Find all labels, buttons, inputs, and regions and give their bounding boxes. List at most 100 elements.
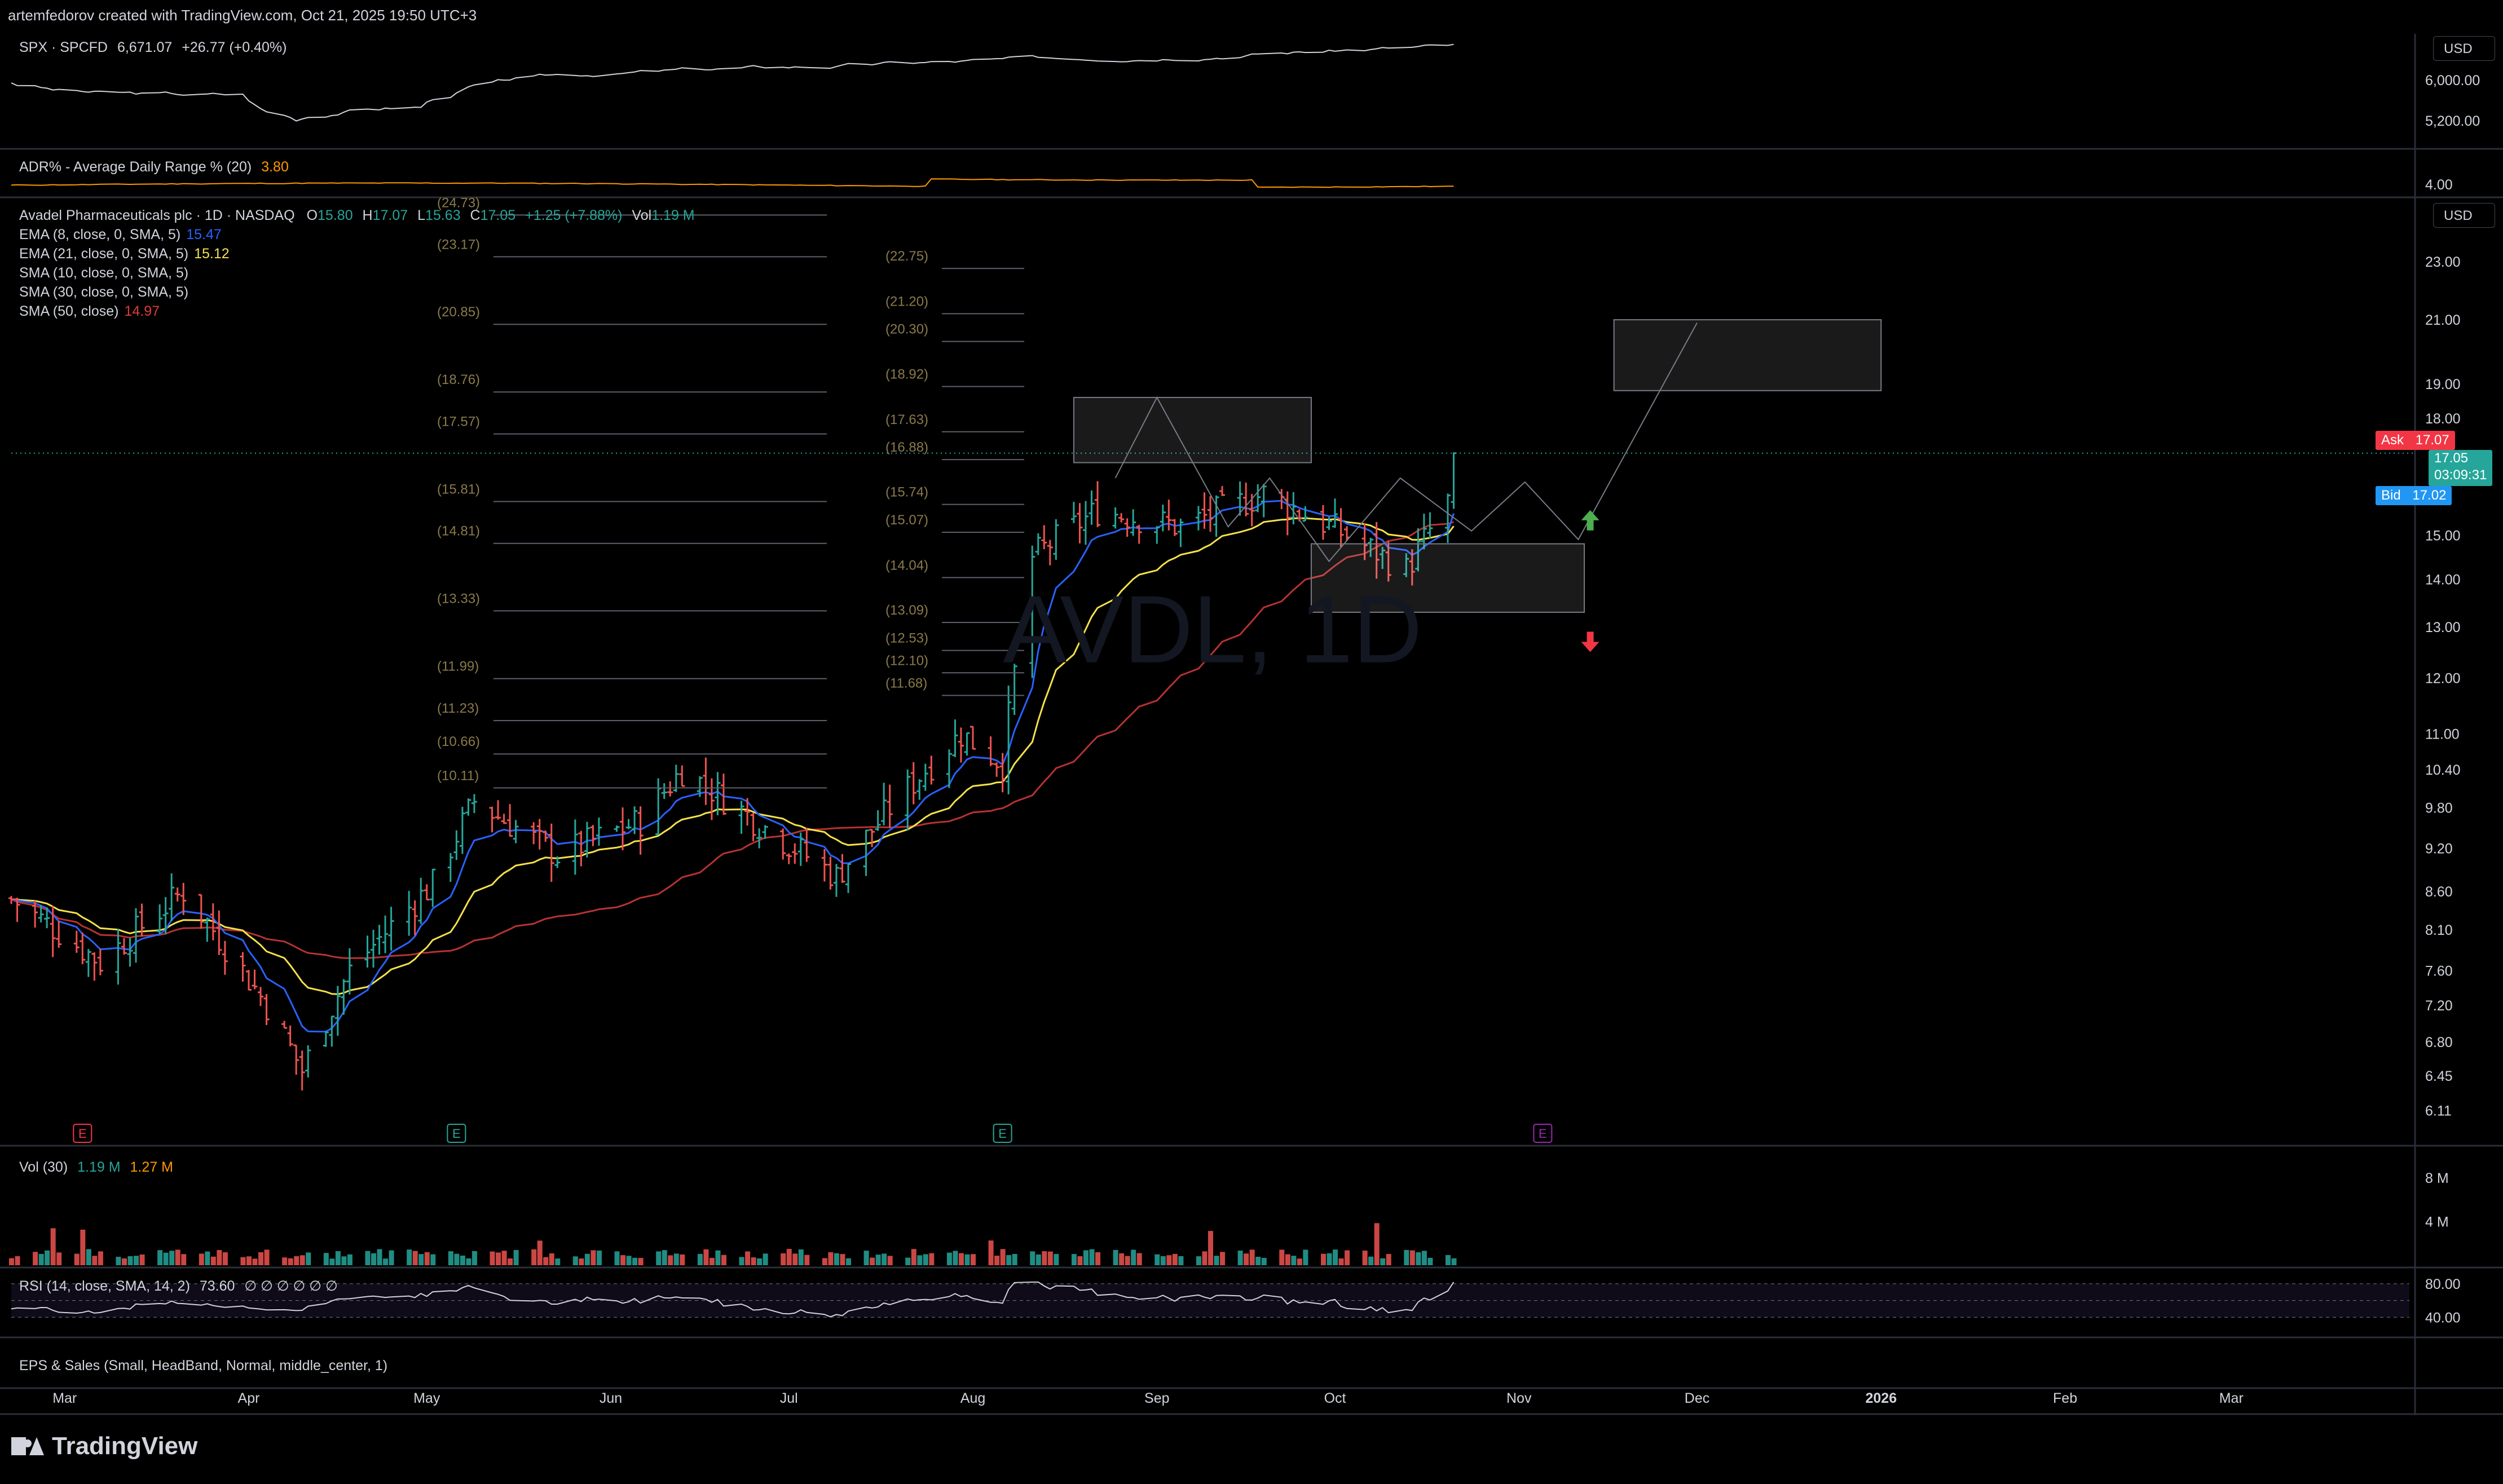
volume-bar: [407, 1249, 412, 1265]
volume-bar: [1113, 1249, 1118, 1265]
volume-bar: [549, 1253, 554, 1265]
volume-bar: [1404, 1249, 1409, 1265]
volume-bar: [798, 1249, 804, 1265]
price-bar: [1171, 519, 1178, 536]
indicator-row[interactable]: EMA (21, close, 0, SMA, 5) 15.12: [19, 246, 230, 262]
price-bar: [364, 935, 371, 968]
price-bar: [964, 732, 970, 756]
price-bar: [1320, 505, 1326, 540]
volume-bar: [1338, 1258, 1344, 1265]
ohlc-vol: 1.19 M: [651, 207, 695, 223]
ask-label: Ask: [2381, 432, 2404, 448]
volume-bar: [911, 1249, 916, 1265]
ohlc-high-label: H: [362, 207, 373, 223]
bid-price-tag: Bid 17.02: [2376, 486, 2452, 505]
price-bar: [465, 798, 471, 816]
fib-level-label: (21.20): [885, 294, 928, 309]
price-bar: [1035, 533, 1041, 555]
fib-level-label: (24.73): [437, 195, 480, 210]
volume-bar: [222, 1252, 228, 1265]
volume-bar: [845, 1258, 851, 1265]
price-bar: [833, 864, 839, 897]
volume-bar: [1427, 1257, 1433, 1265]
volume-bar: [1416, 1252, 1421, 1265]
volume-bar: [697, 1253, 703, 1265]
volume-bar: [1077, 1256, 1083, 1265]
price-bar: [252, 969, 258, 990]
main-currency-button[interactable]: USD: [2433, 203, 2495, 228]
ema-8-line: [11, 500, 1455, 1033]
volume-bar: [1279, 1249, 1285, 1265]
volume-bar: [882, 1253, 887, 1265]
adr-legend[interactable]: ADR% - Average Daily Range % (20) 3.80: [19, 159, 289, 175]
main-legend-title[interactable]: Avadel Pharmaceuticals plc · 1D · NASDAQ…: [19, 207, 695, 224]
volume-bar: [1154, 1254, 1160, 1265]
volume-bar: [377, 1249, 382, 1265]
fib-level-label: (17.57): [437, 414, 480, 430]
price-bar: [1070, 502, 1077, 523]
volume-legend[interactable]: Vol (30) 1.19 M 1.27 M: [19, 1159, 173, 1176]
volume-bar: [424, 1252, 430, 1265]
time-axis-label: Nov: [1506, 1390, 1532, 1406]
volume-bar: [92, 1256, 98, 1265]
fib-level-label: (17.63): [885, 412, 928, 427]
price-bar: [536, 819, 543, 850]
volume-bar: [596, 1250, 602, 1265]
price-bar: [305, 1045, 311, 1078]
price-bar: [667, 781, 673, 797]
price-bar: [56, 921, 62, 948]
price-bar: [881, 783, 887, 825]
price-bar: [382, 915, 389, 953]
volume-bar: [175, 1249, 180, 1265]
volume-bar: [905, 1257, 911, 1265]
bar-countdown: 03:09:31: [2434, 467, 2487, 483]
price-bar: [376, 925, 382, 955]
price-bar: [946, 749, 952, 788]
fib-level-label: (10.66): [437, 734, 480, 749]
price-bar: [1124, 518, 1130, 537]
volume-bar: [1000, 1249, 1006, 1265]
volume-bar: [1047, 1251, 1053, 1265]
eps-legend[interactable]: EPS & Sales (Small, HeadBand, Normal, mi…: [19, 1358, 387, 1374]
ohlc-vol-label: Vol: [632, 207, 652, 223]
volume-bar: [323, 1253, 329, 1265]
tradingview-brand[interactable]: TradingView: [11, 1432, 197, 1460]
volume-bar: [1012, 1253, 1017, 1265]
price-bar: [1373, 522, 1380, 579]
price-bar: [157, 904, 163, 934]
volume-bar: [751, 1257, 756, 1265]
price-bar: [756, 828, 763, 849]
price-bar: [715, 772, 721, 815]
rsi-legend[interactable]: RSI (14, close, SMA, 14, 2) 73.60 ∅ ∅ ∅ …: [19, 1278, 338, 1295]
volume-bar: [501, 1251, 507, 1265]
price-bar: [744, 798, 751, 826]
time-axis-label: Feb: [2053, 1390, 2077, 1406]
price-bar: [1118, 513, 1125, 523]
volume-bar: [1095, 1252, 1101, 1265]
price-bar: [596, 817, 602, 846]
spx-legend[interactable]: SPX · SPCFD 6,671.07 +26.77 (+0.40%): [19, 39, 287, 56]
price-bar: [115, 929, 121, 985]
fib-level-label: (11.99): [437, 659, 479, 674]
price-bar: [8, 896, 14, 904]
price-bar: [121, 938, 127, 955]
price-axis-label: 6.80: [2425, 1035, 2453, 1050]
indicator-row[interactable]: SMA (30, close, 0, SMA, 5): [19, 284, 194, 301]
volume-bar: [923, 1254, 928, 1265]
indicator-row[interactable]: EMA (8, close, 0, SMA, 5) 15.47: [19, 227, 222, 243]
indicator-row[interactable]: SMA (10, close, 0, SMA, 5): [19, 265, 194, 281]
spx-currency-button[interactable]: USD: [2433, 36, 2495, 61]
indicator-row[interactable]: SMA (50, close) 14.97: [19, 303, 160, 320]
adr-axis-label: 4.00: [2425, 177, 2453, 193]
ohlc-close-label: C: [470, 207, 481, 223]
time-axis-label: Jul: [780, 1390, 798, 1406]
price-bar: [1178, 518, 1184, 547]
price-bar: [287, 1025, 293, 1046]
volume-bar: [45, 1250, 50, 1265]
spx-change: +26.77 (+0.40%): [182, 39, 287, 55]
price-bar: [162, 897, 169, 934]
price-bar: [323, 1031, 329, 1047]
price-bar: [988, 736, 994, 766]
volume-bar: [1327, 1253, 1332, 1265]
